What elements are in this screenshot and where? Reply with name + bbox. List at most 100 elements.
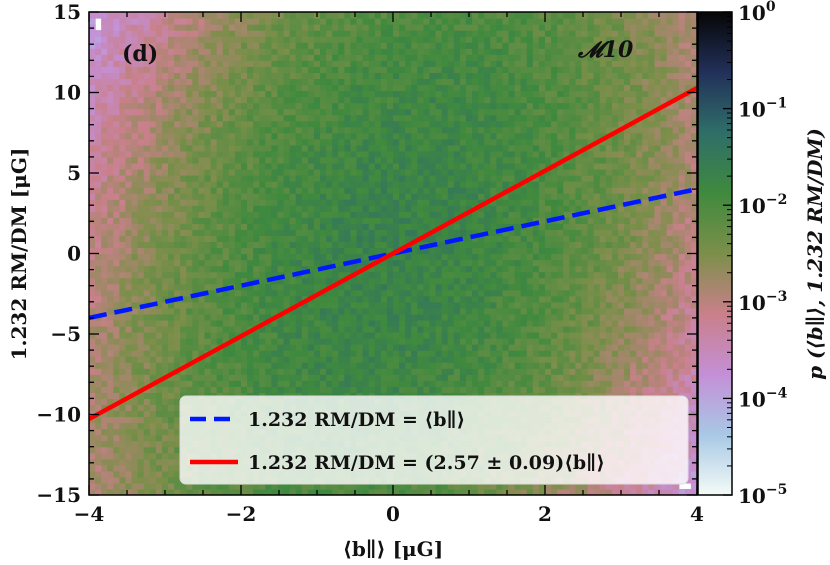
heatmap-cell — [131, 12, 139, 19]
heatmap-cell — [435, 247, 443, 255]
heatmap-cell — [459, 120, 467, 128]
heatmap-cell — [247, 331, 254, 339]
heatmap-cell — [241, 12, 248, 19]
heatmap-cell — [265, 374, 272, 381]
heatmap-cell — [253, 60, 260, 67]
heatmap-cell — [131, 72, 139, 80]
heatmap-cell — [435, 120, 443, 128]
heatmap-cell — [186, 235, 193, 243]
heatmap-cell — [210, 380, 218, 387]
heatmap-cell — [259, 72, 266, 80]
heatmap-cell — [429, 181, 437, 188]
heatmap-cell — [155, 241, 163, 249]
heatmap-cell — [453, 277, 461, 285]
heatmap-cell — [411, 362, 418, 369]
heatmap-cell — [155, 66, 163, 73]
heatmap-cell — [161, 331, 169, 339]
heatmap-cell — [447, 325, 455, 333]
heatmap-cell — [453, 265, 461, 273]
heatmap-cell — [137, 30, 145, 37]
heatmap-cell — [222, 205, 230, 212]
heatmap-cell — [447, 175, 455, 182]
heatmap-cell — [137, 331, 145, 339]
heatmap-cell — [429, 193, 437, 200]
heatmap-cell — [204, 96, 212, 104]
heatmap-cell — [174, 235, 181, 243]
heatmap-cell — [198, 338, 206, 345]
heatmap-cell — [386, 18, 394, 25]
heatmap-cell — [265, 253, 272, 261]
heatmap-cell — [228, 144, 236, 152]
heatmap-cell — [174, 132, 181, 140]
heatmap-cell — [350, 235, 358, 243]
heatmap-cell — [155, 398, 163, 406]
heatmap-cell — [119, 283, 127, 291]
heatmap-cell — [441, 350, 449, 357]
heatmap-cell — [186, 217, 193, 224]
heatmap-cell — [313, 48, 321, 55]
heatmap-cell — [399, 241, 406, 249]
heatmap-cell — [210, 277, 218, 285]
heatmap-cell — [411, 72, 418, 80]
heatmap-cell — [125, 313, 133, 321]
heatmap-cell — [143, 247, 151, 255]
heatmap-cell — [447, 150, 455, 158]
heatmap-cell — [119, 301, 127, 309]
heatmap-cell — [131, 199, 139, 206]
heatmap-cell — [374, 211, 382, 218]
heatmap-cell — [216, 108, 224, 116]
heatmap-cell — [192, 78, 200, 86]
heatmap-cell — [113, 470, 120, 478]
heatmap-cell — [161, 211, 169, 218]
heatmap-cell — [326, 325, 333, 333]
heatmap-cell — [332, 325, 339, 333]
heatmap-cell — [253, 24, 260, 31]
heatmap-cell — [192, 235, 200, 243]
heatmap-cell — [101, 241, 108, 249]
heatmap-cell — [107, 162, 114, 170]
heatmap-cell — [241, 199, 248, 206]
heatmap-cell — [393, 72, 400, 80]
heatmap-cell — [386, 162, 394, 170]
heatmap-cell — [289, 229, 297, 236]
heatmap-cell — [277, 223, 285, 230]
heatmap-cell — [161, 60, 169, 67]
heatmap-cell — [168, 223, 175, 230]
heatmap-cell — [411, 259, 418, 267]
heatmap-cell — [356, 259, 364, 267]
heatmap-cell — [447, 24, 455, 31]
heatmap-cell — [271, 138, 279, 146]
heatmap-cell — [441, 144, 449, 152]
heatmap-cell — [320, 72, 327, 80]
heatmap-cell — [174, 265, 181, 273]
heatmap-cell — [435, 72, 443, 80]
heatmap-cell — [155, 313, 163, 321]
heatmap-cell — [180, 386, 187, 393]
heatmap-cell — [101, 211, 108, 218]
heatmap-cell — [393, 253, 400, 261]
heatmap-cell — [277, 144, 285, 152]
heatmap-cell — [459, 205, 467, 212]
heatmap-cell — [423, 162, 431, 170]
heatmap-cell — [241, 307, 248, 315]
heatmap-cell — [338, 247, 345, 255]
heatmap-cell — [186, 356, 193, 363]
heatmap-cell — [253, 271, 260, 279]
heatmap-cell — [247, 108, 254, 116]
heatmap-cell — [411, 193, 418, 200]
heatmap-cell — [107, 96, 114, 104]
heatmap-cell — [326, 338, 333, 345]
heatmap-cell — [101, 66, 108, 73]
heatmap-cell — [107, 72, 114, 80]
heatmap-cell — [338, 482, 345, 490]
heatmap-cell — [344, 181, 352, 188]
heatmap-cell — [380, 96, 388, 104]
heatmap-cell — [125, 283, 133, 291]
heatmap-cell — [338, 205, 345, 212]
heatmap-cell — [131, 428, 139, 436]
heatmap-cell — [204, 265, 212, 273]
heatmap-cell — [380, 102, 388, 110]
heatmap-cell — [326, 380, 333, 387]
heatmap-cell — [447, 211, 455, 218]
heatmap-cell — [295, 386, 303, 393]
